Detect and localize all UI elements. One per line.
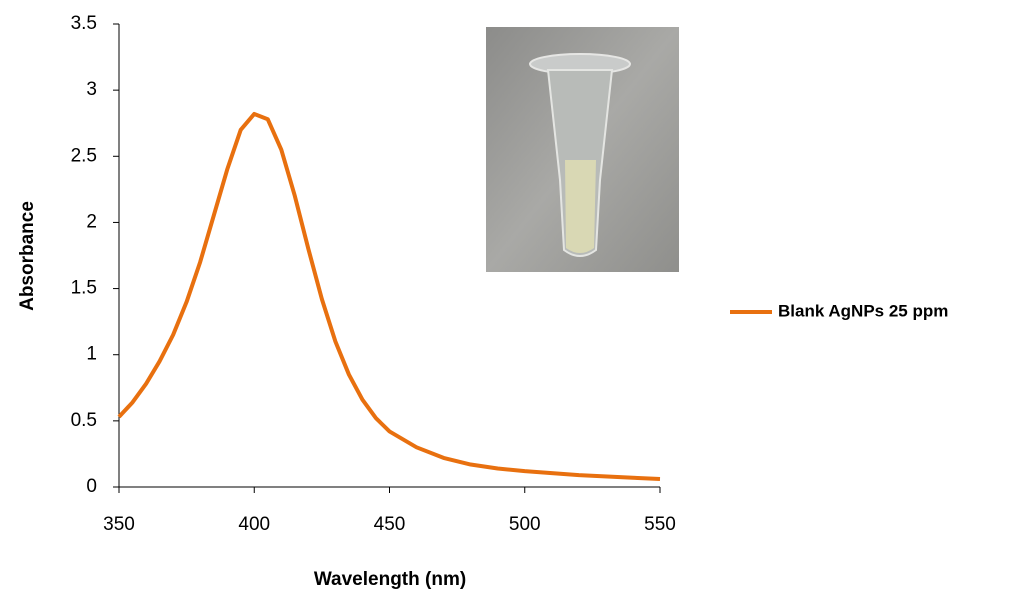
y-tick-label: 2: [86, 211, 97, 232]
x-axis-title: Wavelength (nm): [314, 569, 466, 590]
y-tick-label: 1: [86, 344, 97, 365]
x-tick-label: 500: [509, 514, 541, 535]
x-tick-label: 400: [238, 514, 270, 535]
y-tick-label: 0.5: [71, 410, 97, 431]
y-tick-label: 1.5: [71, 278, 97, 299]
x-tick-label: 350: [103, 514, 135, 535]
data-line: [117, 111, 661, 482]
y-tick-label: 2.5: [71, 145, 97, 166]
y-tick-label: 0: [86, 476, 97, 497]
y-tick-label: 3.5: [71, 13, 97, 34]
y-axis-title: Absorbance: [17, 201, 38, 311]
inset-photo: [486, 27, 679, 272]
y-tick-label: 3: [86, 79, 97, 100]
x-tick-label: 450: [374, 514, 406, 535]
x-tick-label: 550: [644, 514, 676, 535]
legend-label: Blank AgNPs 25 ppm: [778, 301, 948, 320]
tube-liquid: [565, 160, 596, 253]
